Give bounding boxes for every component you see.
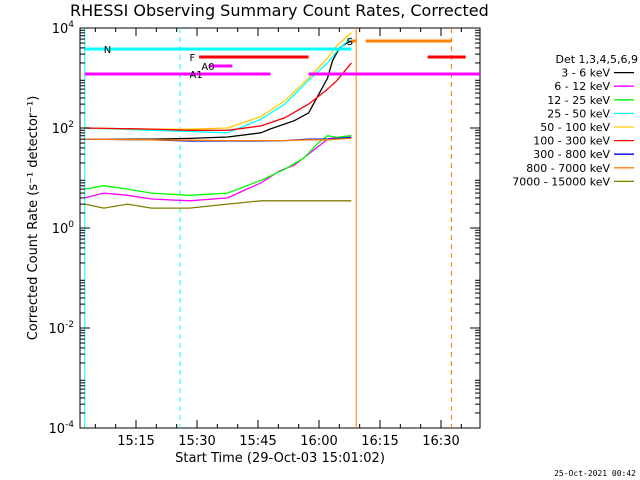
- x-tick-label-1: 15:30: [178, 434, 215, 449]
- legend-header: Det 1,3,4,5,6,9: [555, 53, 638, 66]
- y-tick-exponent: 4: [68, 20, 74, 30]
- y-tick-label-0: 104: [52, 20, 75, 37]
- y-tick-exponent: 0: [68, 220, 74, 230]
- y-tick-exponent: -2: [65, 320, 74, 330]
- legend-entry-12-25keV: 12 - 25 keV: [547, 94, 610, 107]
- series-line-6-12keV-0: [84, 135, 352, 202]
- series-line-7000-15000keV-0: [84, 200, 352, 209]
- event-bar-label-A1: A1: [190, 70, 203, 81]
- legend-entry-100-300keV: 100 - 300 keV: [533, 135, 610, 148]
- event-bar-label-F: F: [190, 53, 196, 64]
- y-tick-label-2: 100: [52, 220, 75, 237]
- event-bar-label-S: S: [347, 37, 353, 48]
- chart-title: RHESSI Observing Summary Count Rates, Co…: [70, 1, 489, 20]
- series-line-100-300keV-0: [84, 62, 352, 131]
- x-tick-label-4: 16:15: [361, 434, 398, 449]
- x-tick-label-2: 15:45: [239, 434, 276, 449]
- y-tick-exponent: -4: [65, 420, 74, 430]
- series-line-25-50keV-0: [84, 36, 352, 134]
- legend-entry-800-7000keV: 800 - 7000 keV: [526, 162, 610, 175]
- legend-entry-6-12keV: 6 - 12 keV: [554, 80, 610, 93]
- y-tick-base: 10: [48, 422, 65, 437]
- axes-group: 15:15 15:30 15:45 16:00 16:15 16:301041021001…: [26, 20, 480, 466]
- y-tick-label-1: 102: [52, 120, 74, 137]
- event-bar-label-A0: A0: [201, 62, 214, 73]
- plot-frame: [79, 27, 481, 429]
- x-tick-label-0: 15:15: [117, 434, 154, 449]
- legend-entry-3-6keV: 3 - 6 keV: [561, 67, 610, 80]
- y-axis-label: Corrected Count Rate (s⁻¹ detector⁻¹): [26, 96, 41, 341]
- y-tick-exponent: 2: [68, 120, 74, 130]
- timestamp-footer: 25-Oct-2021 00:42: [554, 469, 636, 478]
- series-line-12-25keV-0: [84, 135, 352, 196]
- x-tick-label-5: 16:30: [422, 434, 459, 449]
- series-line-50-100keV-0: [84, 32, 352, 130]
- legend-entry-25-50keV: 25 - 50 keV: [547, 107, 610, 120]
- series-line-800-7000keV-0: [84, 137, 352, 142]
- legend-entry-300-800keV: 300 - 800 keV: [533, 148, 610, 161]
- y-tick-base: 10: [52, 122, 69, 137]
- y-tick-base: 10: [52, 222, 69, 237]
- y-tick-label-3: 10-2: [48, 320, 74, 337]
- x-tick-label-3: 16:00: [300, 434, 337, 449]
- y-tick-base: 10: [48, 322, 65, 337]
- legend-entry-7000-15000keV: 7000 - 15000 keV: [512, 175, 610, 188]
- legend-entry-50-100keV: 50 - 100 keV: [540, 121, 610, 134]
- y-tick-base: 10: [52, 22, 69, 37]
- plot-frame-group: [79, 27, 481, 429]
- event-bar-label-N: N: [104, 45, 111, 56]
- x-axis-label: Start Time (29-Oct-03 15:01:02): [175, 451, 385, 466]
- y-tick-label-4: 10-4: [48, 420, 74, 437]
